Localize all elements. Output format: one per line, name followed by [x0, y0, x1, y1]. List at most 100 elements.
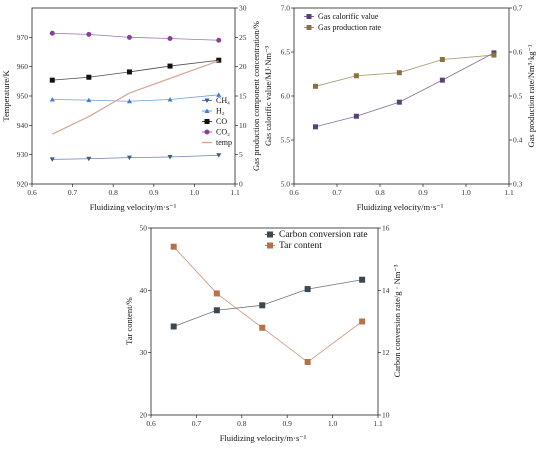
- x-tick-label: 0.9: [149, 188, 159, 197]
- data-point: [216, 153, 222, 158]
- legend-entry: CO₂: [202, 128, 230, 137]
- legend-swatch: [306, 14, 312, 19]
- legend-label: H₂: [216, 107, 225, 116]
- legend-entry: CH₄: [202, 96, 230, 105]
- legend-label: CH₄: [216, 96, 230, 105]
- data-point: [304, 359, 311, 366]
- data-point: [167, 63, 173, 69]
- x-tick-label: 1.1: [373, 419, 383, 428]
- legend-label: Gas production rate: [318, 23, 382, 32]
- data-point: [49, 30, 55, 36]
- data-point: [313, 124, 318, 130]
- legend-entry: H₂: [202, 107, 225, 116]
- y-left-tick-label: 960: [17, 62, 29, 71]
- x-tick-label: 0.9: [418, 188, 428, 197]
- chart-3: 0.6 0.7 0.8 0.9 1.0 1.1 20 30 40 50 10 12 14 16 Fluidi…: [124, 224, 402, 444]
- x-tick-label: 0.7: [332, 188, 342, 197]
- legend-entry: temp: [202, 138, 232, 147]
- y-right-axis-label: Gas production component concentration/%: [251, 21, 261, 171]
- data-point: [439, 56, 445, 62]
- x-axis-label: Fluidizing velocity/m·s⁻¹: [357, 202, 444, 212]
- plot-frame: [150, 227, 379, 416]
- data-point: [216, 37, 222, 43]
- x-tick-label: 1.0: [461, 188, 471, 197]
- data-point: [353, 73, 359, 79]
- x-axis-label: Fluidizing velocity/m·s⁻¹: [220, 433, 307, 443]
- data-point: [170, 243, 177, 250]
- y-left-tick-label: 930: [17, 150, 29, 159]
- y-right-tick-label: 0: [239, 180, 243, 189]
- legend-label: temp: [216, 138, 232, 147]
- legend-swatch: [267, 242, 273, 249]
- data-point: [353, 113, 359, 119]
- data-point: [167, 97, 173, 102]
- data-point: [259, 324, 266, 331]
- x-tick-label: 0.9: [283, 419, 293, 428]
- data-point: [216, 57, 222, 63]
- data-point: [49, 157, 55, 162]
- data-point: [126, 155, 132, 161]
- y-left-tick-label: 30: [140, 348, 148, 357]
- data-point: [86, 156, 92, 162]
- legend-entry: Gas calorific value: [304, 12, 379, 21]
- y-left-tick-label: 6.0: [281, 92, 291, 101]
- data-point: [170, 323, 177, 330]
- x-tick-label: 0.8: [375, 188, 385, 197]
- y-right-tick-label: 5: [239, 150, 243, 159]
- data-point: [126, 34, 132, 40]
- y-right-tick-label: 10: [239, 121, 247, 130]
- y-left-tick-label: 940: [17, 121, 29, 130]
- y-right-tick-label: 15: [239, 92, 247, 101]
- x-tick-label: 1.0: [328, 419, 338, 428]
- x-tick-label: 0.8: [237, 419, 247, 428]
- y-left-tick-label: 5.0: [281, 180, 291, 189]
- x-axis-label: Fluidizing velocity/m·s⁻¹: [90, 202, 177, 212]
- x-tick-label: 0.7: [68, 188, 78, 197]
- plot-frame: [293, 7, 510, 185]
- y-left-tick-label: 50: [140, 224, 148, 233]
- data-point: [359, 318, 366, 325]
- x-tick-label: 0.6: [27, 188, 37, 197]
- data-point: [304, 286, 311, 293]
- y-right-tick-label: 0.5: [513, 92, 523, 101]
- y-right-tick-label: 20: [239, 62, 247, 71]
- legend-swatch: [267, 231, 273, 238]
- legend-label: Gas calorific value: [318, 12, 379, 21]
- data-point: [213, 290, 220, 297]
- y-right-axis-label: Carbon conversion rate/g · Nm⁻³: [392, 264, 402, 377]
- y-right-tick-label: 0.4: [513, 136, 523, 145]
- y-left-tick-label: 7.0: [281, 4, 291, 13]
- x-tick-label: 0.6: [289, 188, 299, 197]
- data-point: [86, 97, 92, 103]
- y-left-axis-label: Tar content/%: [124, 297, 134, 345]
- y-left-tick-label: 40: [140, 286, 148, 295]
- x-tick-label: 1.1: [504, 188, 514, 197]
- legend-label: CO: [216, 117, 227, 126]
- legend-label: CO₂: [216, 128, 230, 137]
- y-right-tick-label: 30: [239, 4, 247, 13]
- y-left-axis-label: Gas calorific value/MJ·Nm⁻³: [263, 46, 273, 146]
- y-left-tick-label: 970: [17, 33, 29, 42]
- y-left-tick-label: 950: [17, 92, 29, 101]
- legend-entry: Gas production rate: [304, 23, 382, 32]
- data-point: [259, 302, 266, 309]
- x-tick-label: 0.8: [109, 188, 119, 197]
- data-point: [396, 99, 402, 105]
- data-point: [359, 276, 366, 283]
- data-point: [439, 77, 445, 83]
- legend-swatch: [204, 129, 210, 135]
- data-point: [86, 31, 92, 37]
- legend-swatch: [204, 119, 210, 124]
- legend-swatch: [204, 108, 210, 113]
- y-left-axis-label: Temperature/K: [1, 69, 11, 121]
- y-right-tick-label: 10: [382, 411, 390, 420]
- data-point: [167, 36, 173, 42]
- data-point: [167, 155, 173, 160]
- legend-swatch: [204, 98, 210, 103]
- data-point: [213, 307, 220, 314]
- y-left-tick-label: 20: [140, 411, 148, 420]
- data-point: [126, 98, 132, 104]
- data-point: [126, 69, 132, 75]
- y-right-tick-label: 25: [239, 33, 247, 42]
